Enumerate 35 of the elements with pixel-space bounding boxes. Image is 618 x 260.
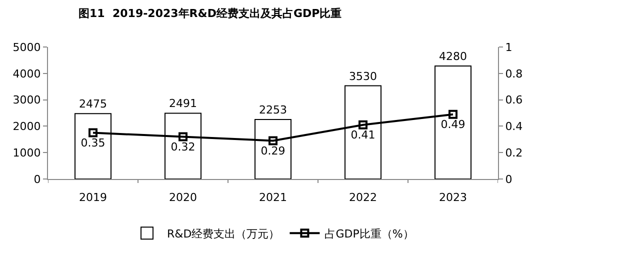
- y2-tick-label: 1: [505, 40, 512, 54]
- legend-label: 占GDP比重（%）: [324, 227, 414, 240]
- y2-tick-label: 0.8: [505, 67, 523, 80]
- data-label: 0.29: [260, 144, 286, 158]
- data-label: 2475: [79, 98, 107, 111]
- data-label: 0.49: [440, 118, 466, 131]
- chart-title: 图11 2019-2023年R&D经费支出及其占GDP比重: [78, 6, 342, 20]
- y-tick-label: 2000: [12, 120, 41, 134]
- y-tick-label: 0: [34, 172, 41, 186]
- x-tick-label: 2020: [169, 191, 197, 204]
- point: [178, 132, 188, 142]
- x-tick-label: 2019: [79, 191, 107, 204]
- data-label: 0.35: [80, 136, 106, 150]
- data-label: 2491: [169, 97, 197, 110]
- data-label: 0.32: [170, 140, 196, 154]
- point: [88, 128, 98, 138]
- x-tick-label: 2021: [259, 191, 287, 204]
- point: [358, 120, 368, 130]
- x-tick-label: 2022: [349, 191, 377, 204]
- y-tick-label: 1000: [12, 146, 41, 160]
- data-label: 3530: [349, 70, 377, 83]
- data-label: 0.41: [350, 128, 376, 142]
- data-label: 4280: [439, 50, 467, 64]
- y-tick-label: 5000: [12, 40, 41, 54]
- y2-tick-label: 0.2: [505, 146, 523, 160]
- y2-tick-label: 0: [505, 172, 512, 186]
- y-tick-label: 4000: [12, 67, 41, 80]
- data-label: 2253: [259, 104, 287, 117]
- point: [448, 110, 458, 119]
- point: [268, 136, 278, 146]
- x-tick-label: 2023: [439, 191, 467, 204]
- legend-label: R&D经费支出（万元）: [167, 227, 280, 240]
- y2-tick-label: 0.4: [505, 120, 523, 134]
- y2-tick-label: 0.6: [505, 94, 523, 107]
- y-tick-label: 3000: [12, 94, 41, 107]
